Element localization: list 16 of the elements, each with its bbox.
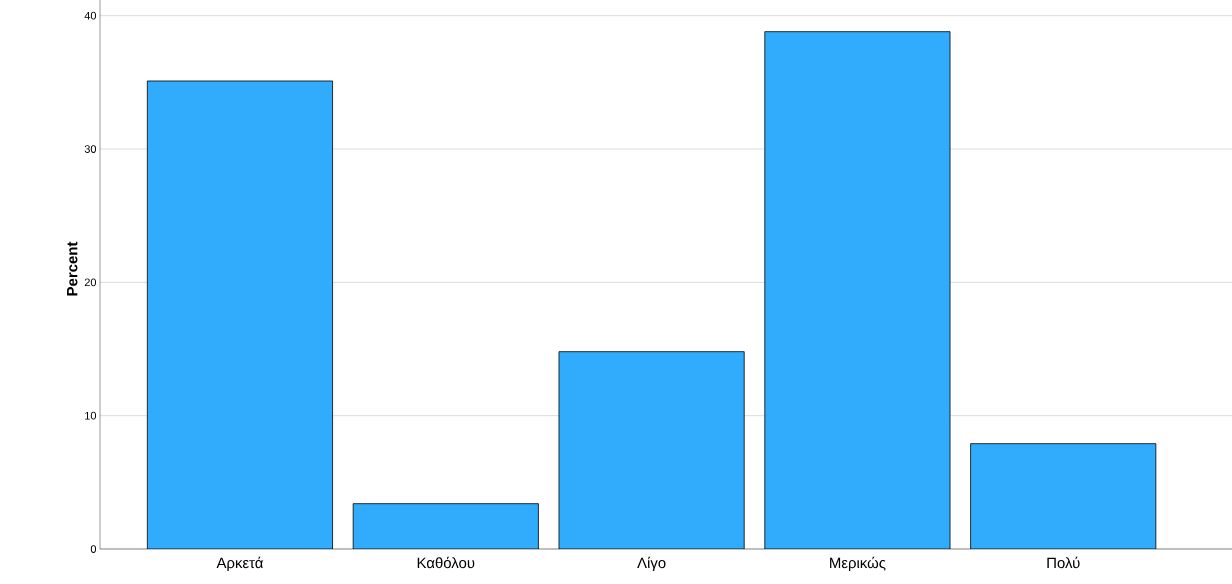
- y-tick-label: 10: [85, 411, 97, 420]
- bar: [352, 503, 539, 549]
- x-tick-label: Πολύ: [1047, 556, 1080, 569]
- y-tick-label: 40: [84, 11, 97, 20]
- y-axis-title: Percent: [67, 241, 78, 296]
- y-tick-label: 20: [84, 278, 97, 287]
- x-tick-label: Μερικώς: [830, 556, 886, 572]
- bar: [970, 443, 1157, 549]
- bar: [558, 351, 745, 549]
- x-tick-label: Λίγο: [637, 556, 666, 572]
- x-tick-label: Αρκετά: [216, 556, 263, 572]
- bar: [764, 31, 951, 549]
- y-tick-label: 30: [84, 145, 97, 153]
- y-tick-label: 0: [90, 545, 97, 553]
- bar: [146, 80, 333, 549]
- x-tick-label: Καθόλου: [417, 556, 475, 569]
